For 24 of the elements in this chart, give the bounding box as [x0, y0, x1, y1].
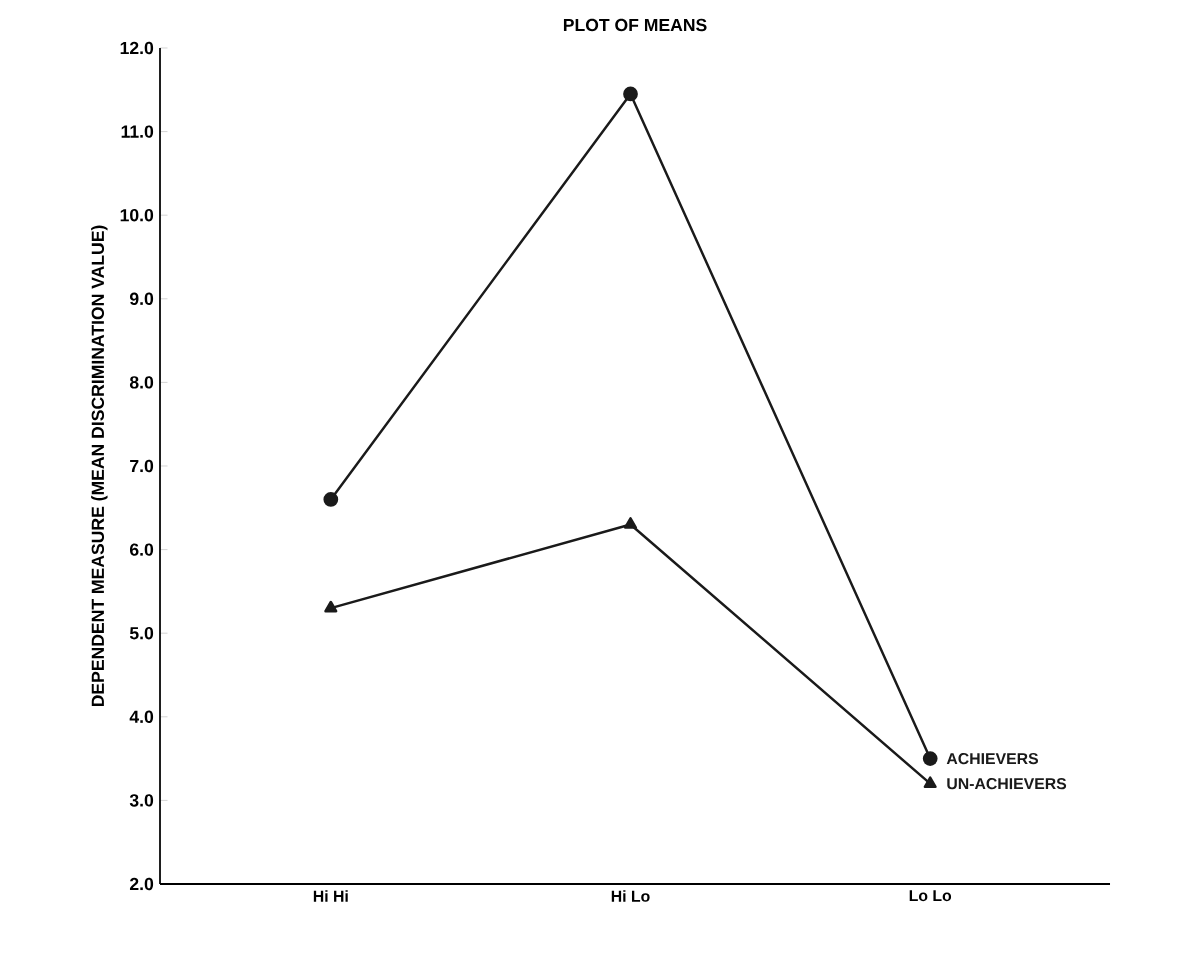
y-tick-label: 5.0 [129, 626, 154, 640]
y-tick-label: 10.0 [120, 208, 154, 222]
series-label: ACHIEVERS [946, 752, 1039, 765]
series-label: UN-ACHIEVERS [947, 778, 1067, 790]
chart-title: PLOT OF MEANS [563, 18, 707, 32]
y-tick-label: 6.0 [130, 543, 154, 556]
point [922, 751, 938, 766]
y-tick-label: 9.0 [129, 292, 154, 306]
x-tick-label: Hi Hi [313, 890, 348, 902]
x-tick-label: Lo Lo [909, 890, 952, 902]
point [323, 492, 339, 507]
point [324, 600, 338, 613]
y-tick-label: 4.0 [129, 710, 154, 724]
y-tick-label: 2.0 [129, 877, 154, 891]
y-tick-label: 12.0 [120, 41, 154, 55]
x-tick-label: Hi Lo [611, 890, 650, 902]
y-tick-label: 8.0 [129, 376, 154, 389]
y-axis-title: DEPENDENT MEASURE (MEAN DISCRIMINATION VALUE) [91, 225, 108, 707]
y-tick-label: 11.0 [121, 125, 154, 138]
point [923, 776, 937, 788]
point [623, 86, 638, 102]
y-tick-label: 7.0 [130, 459, 154, 473]
y-tick-label: 3.0 [129, 794, 154, 807]
point [623, 517, 638, 529]
